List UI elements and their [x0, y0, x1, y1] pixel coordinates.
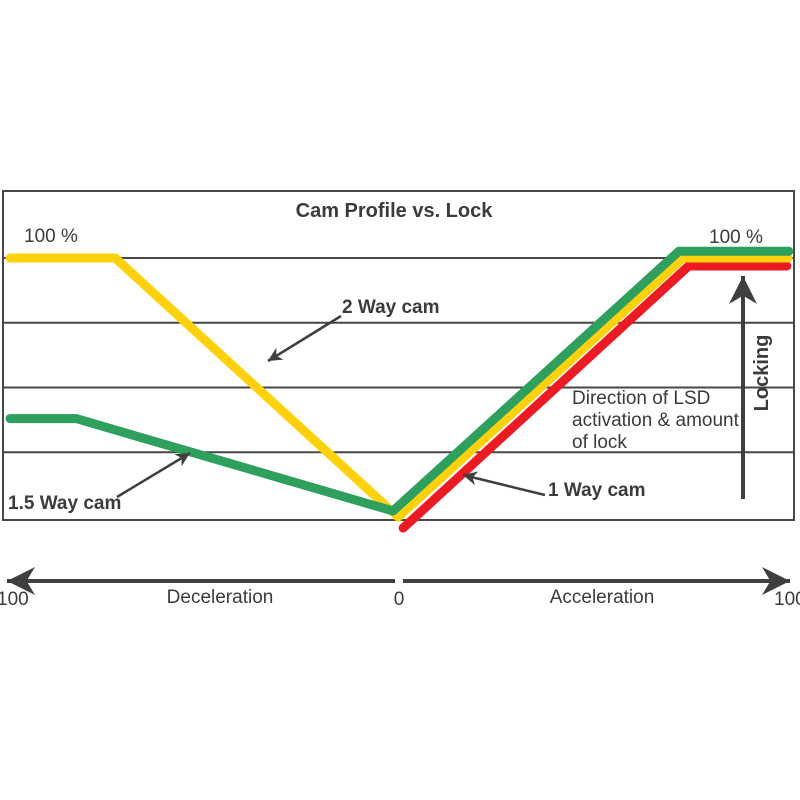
y-max-label-left: 100 % [24, 226, 78, 247]
series-label-2way: 2 Way cam [342, 297, 440, 318]
series-line-one_way [398, 261, 792, 533]
direction-note-line2: activation & amount [572, 410, 739, 431]
deceleration-label: Deceleration [166, 587, 274, 608]
locking-axis-label: Locking [751, 334, 773, 412]
chart-title: Cam Profile vs. Lock [295, 200, 493, 222]
series-label-1way: 1 Way cam [548, 480, 646, 501]
series-label-15way: 1.5 Way cam [8, 493, 122, 514]
x-tick-right-100: 100 [774, 589, 800, 610]
gridlines [4, 257, 793, 454]
direction-note-line3: of lock [572, 432, 627, 453]
pointer-arrow-2way-icon [267, 314, 342, 363]
series-line-two_way [5, 253, 793, 522]
pointer-arrow-1way-icon [462, 471, 546, 497]
pointer-arrow-15way-icon [116, 451, 191, 499]
direction-note: Direction of LSD activation & amount of … [572, 388, 739, 454]
acceleration-label: Acceleration [549, 587, 655, 608]
series-line-one_five_way [5, 246, 794, 516]
plot-frame [2, 190, 795, 521]
direction-note-line1: Direction of LSD [572, 388, 711, 409]
x-tick-zero: 0 [393, 589, 405, 610]
series-lines [5, 246, 794, 533]
y-max-label-right: 100 % [709, 227, 763, 248]
x-tick-left-100: 100 [0, 589, 29, 610]
